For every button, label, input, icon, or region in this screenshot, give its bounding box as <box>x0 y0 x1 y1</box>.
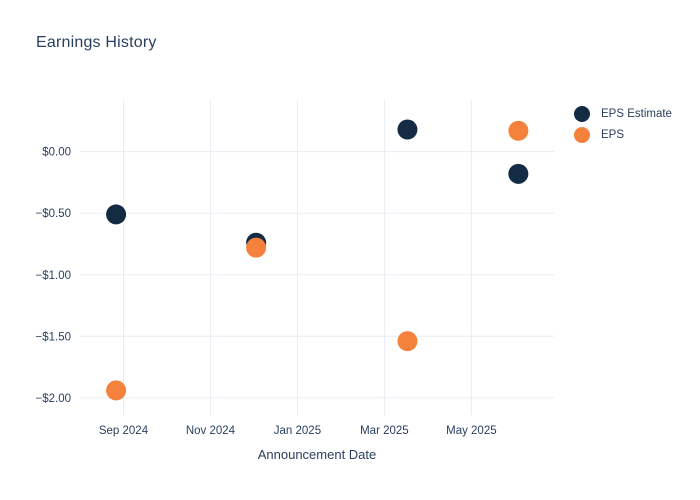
data-point-eps[interactable] <box>246 237 267 258</box>
x-tick-label: Mar 2025 <box>360 425 409 437</box>
legend-item-eps[interactable]: EPS <box>574 126 672 143</box>
legend: EPS Estimate EPS <box>574 105 672 143</box>
data-point-eps[interactable] <box>397 331 418 352</box>
chart-title: Earnings History <box>36 34 157 51</box>
y-tick-label: −$1.50 <box>36 331 72 343</box>
x-tick-label: May 2025 <box>446 425 497 437</box>
data-point-eps[interactable] <box>508 120 529 141</box>
y-tick-label: −$2.00 <box>36 393 72 405</box>
legend-item-eps-estimate[interactable]: EPS Estimate <box>574 105 672 122</box>
eps-estimate-marker-icon <box>574 105 590 122</box>
y-tick-label: −$1.00 <box>36 270 72 282</box>
x-axis-title: Announcement Date <box>257 447 377 462</box>
data-point-eps-estimate[interactable] <box>508 163 529 184</box>
x-tick-label: Nov 2024 <box>186 425 236 437</box>
x-tick-label: Jan 2025 <box>274 425 321 437</box>
data-point-eps-estimate[interactable] <box>106 204 127 225</box>
legend-label-eps-estimate: EPS Estimate <box>601 107 672 120</box>
data-point-eps[interactable] <box>106 380 127 401</box>
x-tick-label: Sep 2024 <box>99 425 149 437</box>
y-tick-label: $0.00 <box>42 147 71 159</box>
legend-label-eps: EPS <box>601 128 625 141</box>
data-point-eps-estimate[interactable] <box>397 119 418 140</box>
y-tick-label: −$0.50 <box>36 208 72 220</box>
eps-marker-icon <box>574 126 590 143</box>
